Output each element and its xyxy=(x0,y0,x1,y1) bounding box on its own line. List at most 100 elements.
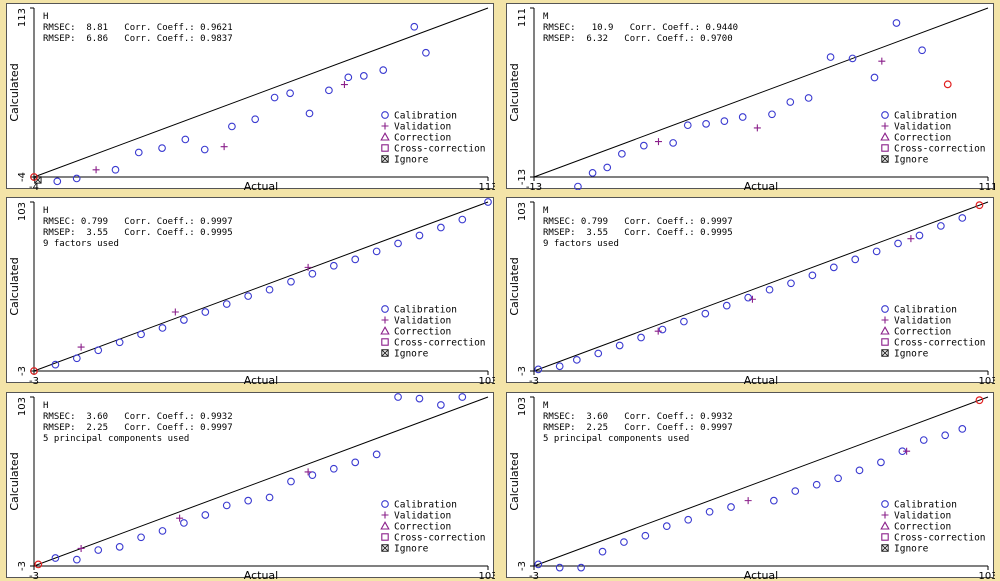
x-tick-label-max: 103 xyxy=(478,571,495,579)
identity-line xyxy=(33,7,489,178)
identity-line xyxy=(33,201,489,372)
stats-line: RMSEC: 3.60 Corr. Coeff.: 0.9932 xyxy=(543,412,733,422)
point-calibration xyxy=(598,547,607,556)
chart-panel: -3 103 -3 103 Actual Calculated M RMSEC: 3.60 C… xyxy=(506,392,995,579)
legend: CalibrationValidationCorrectionCross-cor… xyxy=(880,305,986,360)
point-calibration xyxy=(738,113,747,121)
x-tick-label-min: -3 xyxy=(29,571,39,579)
point-calibration xyxy=(603,163,612,172)
series-calibration xyxy=(51,393,467,564)
x-axis-label: Actual xyxy=(744,374,778,384)
point-calibration xyxy=(620,538,628,546)
legend-marker-ignore xyxy=(381,155,389,163)
legend-label: Ignore xyxy=(394,155,429,166)
legend-label: Validation xyxy=(894,316,951,327)
legend: CalibrationValidationCorrectionCross-cor… xyxy=(380,305,486,360)
point-calibration xyxy=(577,563,585,572)
point-calibration xyxy=(115,338,124,347)
y-axis-label: Calculated xyxy=(508,452,521,510)
chart-panel: -3 103 -3 103 Actual Calculated H RMSEC: 0.799 … xyxy=(6,197,495,384)
series-validation xyxy=(77,468,312,552)
legend-marker-calibration xyxy=(881,500,889,508)
point-calibration xyxy=(344,73,353,82)
panel-label: M xyxy=(543,401,549,411)
point-calibration xyxy=(251,115,260,124)
identity-line xyxy=(33,396,489,567)
legend-label: Cross-correction xyxy=(894,144,986,155)
point-calibration xyxy=(705,507,714,516)
point-calibration xyxy=(919,436,928,444)
point-validation xyxy=(304,263,312,271)
legend-label: Calibration xyxy=(394,111,457,122)
legend-marker-calibration xyxy=(381,500,389,508)
point-validation xyxy=(171,308,179,316)
y-axis-label: Calculated xyxy=(8,63,21,121)
legend-marker-cross-correction xyxy=(381,338,389,346)
point-calibration xyxy=(180,519,188,527)
panel-label: M xyxy=(543,12,549,22)
point-calibration xyxy=(458,215,467,224)
point-calibration xyxy=(765,285,774,294)
point-calibration xyxy=(372,450,381,459)
legend-marker-correction xyxy=(880,326,890,335)
point-calibration xyxy=(941,431,950,440)
point-calibration xyxy=(115,543,124,551)
point-calibration xyxy=(855,466,864,475)
stats-line: RMSEP: 6.86 Corr. Coeff.: 0.9837 xyxy=(43,34,233,44)
point-calibration xyxy=(683,121,692,130)
panel-label: H xyxy=(43,12,48,22)
point-calibration xyxy=(669,139,677,147)
point-validation xyxy=(744,497,752,505)
point-calibration xyxy=(94,346,103,355)
legend-label: Correction xyxy=(894,133,951,144)
point-calibration xyxy=(534,365,543,374)
point-calibration xyxy=(870,73,879,82)
point-calibration xyxy=(812,480,821,489)
point-validation xyxy=(77,544,85,552)
legend-label: Validation xyxy=(394,316,451,327)
point-calibration xyxy=(958,425,967,433)
point-calibration xyxy=(680,317,688,326)
point-highlight xyxy=(943,80,952,89)
legend-marker-ignore xyxy=(381,544,389,552)
point-calibration xyxy=(658,325,667,334)
x-tick-label-min: -4 xyxy=(29,182,39,190)
legend-label: Ignore xyxy=(394,349,429,360)
point-calibration xyxy=(410,22,419,31)
stats-line: 5 principal components used xyxy=(43,434,189,444)
point-calibration xyxy=(222,300,231,308)
legend-marker-correction xyxy=(880,132,890,141)
legend-label: Ignore xyxy=(394,544,429,555)
x-tick-label-min: -3 xyxy=(529,571,539,579)
stats-line: RMSEC: 0.799 Corr. Coeff.: 0.9997 xyxy=(43,217,233,227)
series-validation xyxy=(654,57,886,146)
identity-line xyxy=(533,7,989,178)
legend-label: Validation xyxy=(394,122,451,133)
axis-ticks xyxy=(30,201,489,375)
point-calibration xyxy=(270,93,279,102)
legend-marker-cross-correction xyxy=(881,338,889,346)
point-calibration xyxy=(200,145,209,154)
legend-label: Calibration xyxy=(894,305,957,316)
legend-label: Cross-correction xyxy=(894,338,986,349)
x-tick-label-max: 103 xyxy=(478,376,495,384)
legend-label: Correction xyxy=(394,522,451,533)
legend-label: Calibration xyxy=(894,500,957,511)
legend-marker-correction xyxy=(380,326,390,335)
chart-panel: -4 113 -4 113 Actual Calculated H RMSEC: 8.81 C… xyxy=(6,3,495,190)
point-validation xyxy=(220,143,228,151)
point-calibration xyxy=(484,198,492,206)
point-calibration xyxy=(877,458,885,467)
point-calibration xyxy=(394,393,402,401)
legend-marker-validation xyxy=(881,511,889,519)
point-calibration xyxy=(201,511,210,519)
x-tick-label-max: 103 xyxy=(978,571,995,579)
legend-label: Cross-correction xyxy=(394,533,486,544)
point-calibration xyxy=(662,522,671,530)
point-calibration xyxy=(181,135,190,144)
point-calibration xyxy=(379,66,388,74)
series-validation xyxy=(744,447,911,505)
legend-label: Validation xyxy=(894,122,951,133)
legend-marker-validation xyxy=(381,122,389,130)
